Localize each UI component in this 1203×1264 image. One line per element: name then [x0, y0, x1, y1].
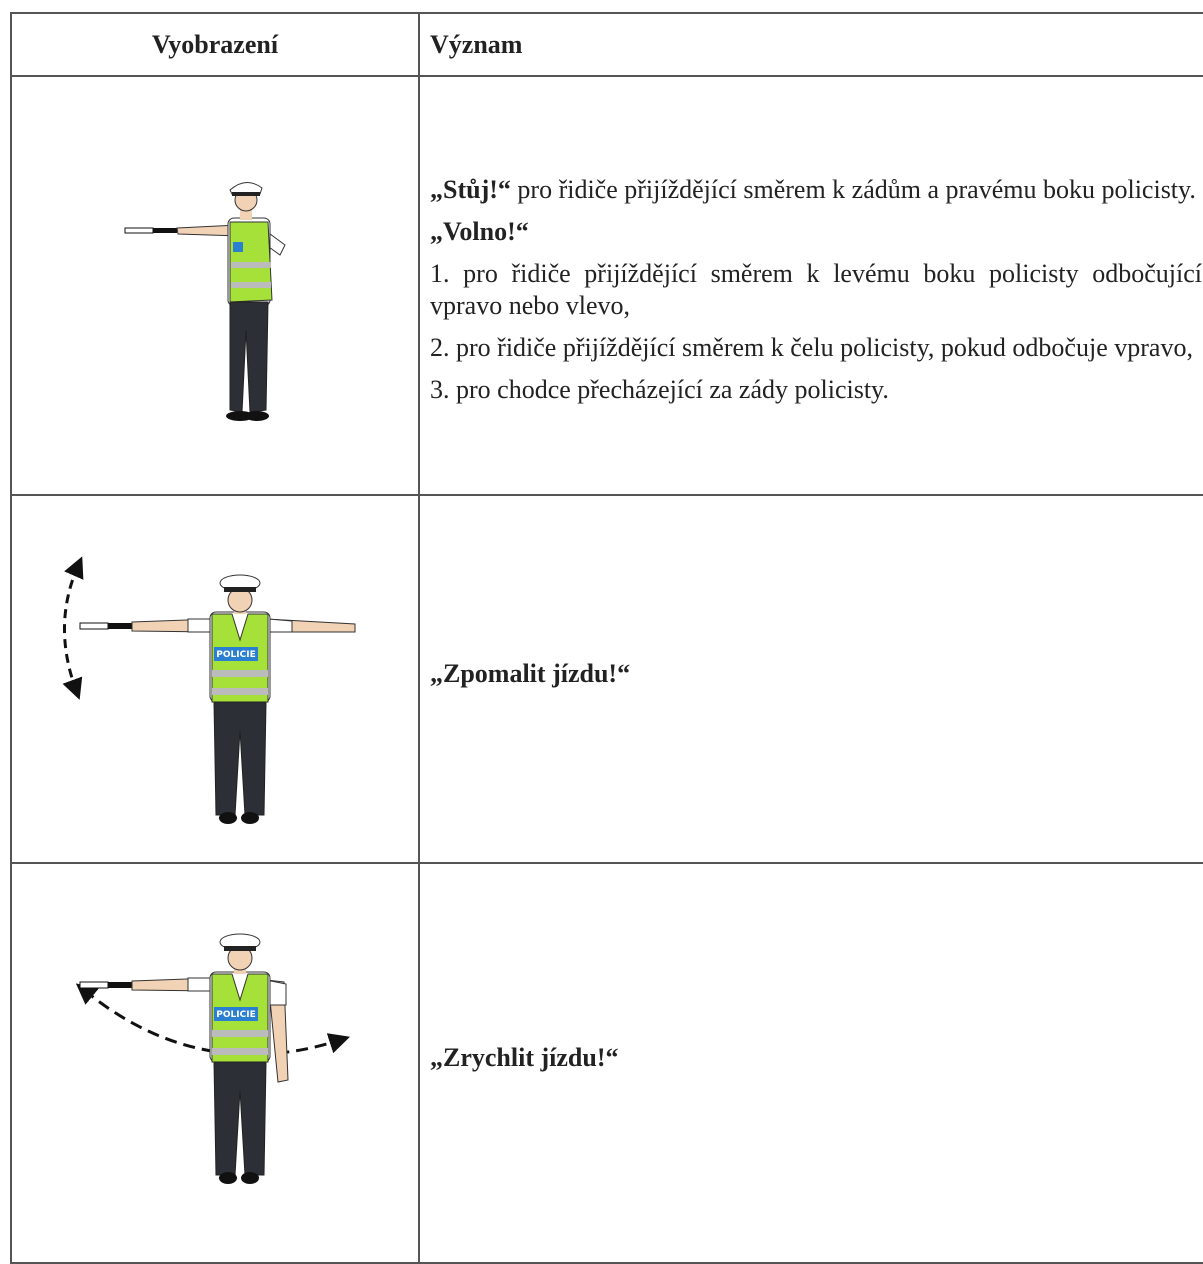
meaning-cell: „Zrychlit jízdu!“	[420, 864, 1203, 1262]
paragraph: 1. pro řidiče přijíždějící směrem k levé…	[430, 258, 1202, 322]
table-row: „Stůj!“ pro řidiče přijíždějící směrem k …	[12, 77, 1203, 496]
paragraph-text: pro řidiče přijíždějící směrem k zádům a…	[517, 174, 1196, 204]
header-cell: Význam	[430, 29, 523, 59]
bold-signal: „Volno!“	[430, 216, 529, 246]
meaning-cell: „Zpomalit jízdu!“	[420, 496, 1203, 862]
table-row: „Zrychlit jízdu!“	[12, 864, 1203, 1264]
paragraph: 3. pro chodce přecházející za zády polic…	[430, 374, 1202, 406]
paragraph-text: 1. pro řidiče přijíždějící směrem k levé…	[430, 258, 1202, 320]
paragraph: „Zrychlit jízdu!“	[430, 1042, 1202, 1074]
paragraph: 2. pro řidiče přijíždějící směrem k čelu…	[430, 332, 1202, 364]
paragraph: „Stůj!“ pro řidiče přijíždějící směrem k …	[430, 174, 1202, 206]
page: Vyobrazení Význam „Stůj!“ pro řidiče přij…	[10, 12, 1203, 1264]
paragraph-text: 2. pro řidiče přijíždějící směrem k čelu…	[430, 332, 1193, 362]
paragraph: „Volno!“	[430, 216, 1202, 248]
header-row: Vyobrazení Význam	[12, 14, 1203, 77]
signals-table: Vyobrazení Význam „Stůj!“ pro řidiče přij…	[10, 12, 1203, 1264]
table-row: „Zpomalit jízdu!“	[12, 496, 1203, 864]
bold-signal: „Zpomalit jízdu!“	[430, 659, 631, 688]
bold-signal: „Stůj!“	[430, 174, 511, 204]
paragraph: „Zpomalit jízdu!“	[430, 658, 1202, 690]
header-cell: Vyobrazení	[12, 14, 420, 75]
meaning-cell: „Stůj!“ pro řidiče přijíždějící směrem k …	[420, 77, 1203, 494]
bold-signal: „Zrychlit jízdu!“	[430, 1043, 619, 1072]
paragraph-text: 3. pro chodce přecházející za zády polic…	[430, 374, 889, 404]
